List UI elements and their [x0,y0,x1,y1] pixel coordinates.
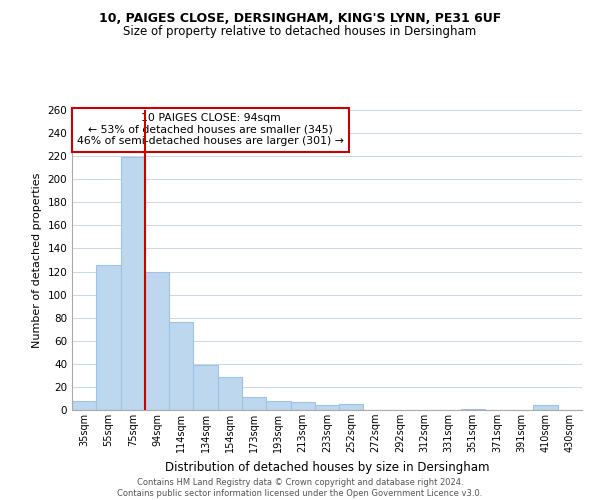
Bar [290,402,315,410]
Bar [461,409,485,410]
Bar [218,376,242,410]
Y-axis label: Number of detached properties: Number of detached properties [32,172,42,348]
Bar [145,272,169,410]
Bar [193,365,218,410]
Bar [266,401,290,410]
Bar [72,401,96,410]
Text: 10, PAIGES CLOSE, DERSINGHAM, KING'S LYNN, PE31 6UF: 10, PAIGES CLOSE, DERSINGHAM, KING'S LYN… [99,12,501,26]
Bar [242,398,266,410]
Bar [96,264,121,410]
Bar [169,322,193,410]
X-axis label: Distribution of detached houses by size in Dersingham: Distribution of detached houses by size … [165,460,489,473]
Bar [315,406,339,410]
Text: 10 PAIGES CLOSE: 94sqm
← 53% of detached houses are smaller (345)
46% of semi-de: 10 PAIGES CLOSE: 94sqm ← 53% of detached… [77,113,344,146]
Bar [121,158,145,410]
Text: Contains HM Land Registry data © Crown copyright and database right 2024.
Contai: Contains HM Land Registry data © Crown c… [118,478,482,498]
Bar [533,406,558,410]
Bar [339,404,364,410]
Text: Size of property relative to detached houses in Dersingham: Size of property relative to detached ho… [124,25,476,38]
